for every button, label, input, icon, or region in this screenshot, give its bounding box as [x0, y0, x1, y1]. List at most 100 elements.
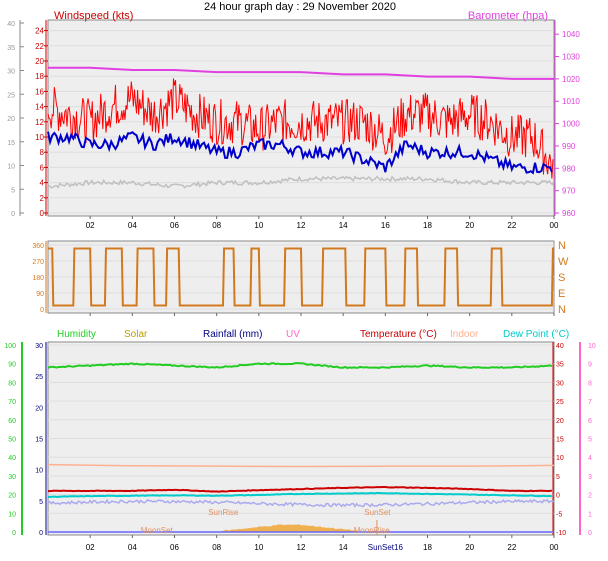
humidity-tick-label: 70: [8, 399, 16, 406]
legend-item: Rainfall (mm): [203, 329, 262, 340]
outer-tick-label: 35: [7, 45, 15, 52]
uv-tick-label: 4: [588, 455, 592, 462]
wind-tick-label: 22: [35, 42, 44, 51]
wind-tick-label: 0: [40, 209, 45, 218]
rain-tick-label: 0: [39, 530, 43, 537]
wind-x-tick-label: 08: [212, 221, 221, 230]
sunset-annotation: SunSet: [364, 508, 391, 517]
outer-tick-label: 10: [7, 164, 15, 171]
wind-x-tick-label: 04: [128, 221, 137, 230]
rain-tick-label: 25: [35, 374, 43, 381]
temp-tick-label: 0: [556, 493, 560, 500]
temp-tick-label: 20: [556, 418, 564, 425]
wind-x-tick-label: 16: [381, 221, 390, 230]
wind-tick-label: 24: [35, 27, 44, 36]
wind-x-tick-label: 00: [550, 221, 559, 230]
legend-item: Humidity: [57, 329, 96, 340]
temp-tick-label: 40: [556, 343, 564, 350]
outer-tick-label: 40: [7, 21, 15, 28]
outer-tick-label: 30: [7, 69, 15, 76]
wind-tick-label: 12: [35, 118, 44, 127]
humidity-tick-label: 100: [4, 343, 16, 350]
humidity-tick-label: 60: [8, 418, 16, 425]
temp-tick-label: 30: [556, 380, 564, 387]
wind-tick-label: 8: [40, 148, 45, 157]
dir-tick-label: 90: [36, 291, 44, 298]
temp-tick-label: 10: [556, 455, 564, 462]
outer-tick-label: 0: [11, 211, 15, 218]
rain-tick-label: 30: [35, 343, 43, 350]
baro-tick-label: 980: [562, 164, 576, 173]
wind-tick-label: 18: [35, 72, 44, 81]
legend-item: Temperature (°C): [360, 329, 437, 340]
humidity-tick-label: 10: [8, 511, 16, 518]
outer-tick-label: 5: [11, 187, 15, 194]
outer-tick-label: 20: [7, 116, 15, 123]
rain-tick-label: 15: [35, 437, 43, 444]
temp-tick-label: -10: [556, 530, 566, 537]
wind-x-tick-label: 12: [297, 221, 306, 230]
wind-tick-label: 10: [35, 133, 44, 142]
rain-tick-label: 20: [35, 405, 43, 412]
uv-tick-label: 7: [588, 399, 592, 406]
wind-tick-label: 4: [40, 179, 45, 188]
feel-line: [47, 498, 555, 508]
barometer-line: [48, 66, 554, 80]
uv-tick-label: 5: [588, 437, 592, 444]
dir-compass-label: N: [558, 304, 566, 316]
humidity-tick-label: 40: [8, 455, 16, 462]
humidity-tick-label: 50: [8, 437, 16, 444]
dir-compass-label: S: [558, 272, 565, 284]
climate-x-tick-label: 00: [550, 543, 559, 552]
dir-tick-label: 360: [32, 243, 44, 250]
temp-tick-label: 5: [556, 474, 560, 481]
indoor-line: [47, 463, 555, 468]
uv-tick-label: 6: [588, 418, 592, 425]
dir-compass-label: N: [558, 240, 566, 252]
outer-tick-label: 25: [7, 92, 15, 99]
dir-tick-label: 0: [40, 307, 44, 314]
climate-x-tick-label: 06: [170, 543, 179, 552]
moonrise-annotation: MoonRise: [354, 526, 391, 535]
wind-low-line: [47, 175, 555, 189]
wind-x-tick-label: 14: [339, 221, 348, 230]
dir-tick-label: 270: [32, 259, 44, 266]
moonset-annotation: MoonSet: [141, 526, 174, 535]
temperature-line: [47, 485, 553, 493]
wind-tick-label: 6: [40, 163, 45, 172]
solar-area: [216, 524, 365, 532]
legend-item: UV: [286, 329, 300, 340]
wind-x-tick-label: 10: [254, 221, 263, 230]
wind-gust-line: [47, 78, 554, 179]
baro-tick-label: 1020: [562, 75, 580, 84]
sunrise-annotation: SunRise: [208, 508, 239, 517]
direction-line: [48, 247, 554, 307]
barometer-label: Barometer (hpa): [468, 10, 548, 22]
humidity-tick-label: 0: [12, 530, 16, 537]
dir-compass-label: W: [558, 256, 569, 268]
baro-tick-label: 1030: [562, 53, 580, 62]
climate-x-tick-label: SunSet16: [368, 543, 404, 552]
dewpoint-line: [47, 491, 553, 498]
dir-tick-label: 180: [32, 275, 44, 282]
rain-tick-label: 5: [39, 499, 43, 506]
baro-tick-label: 990: [562, 142, 576, 151]
baro-tick-label: 960: [562, 209, 576, 218]
baro-tick-label: 1000: [562, 120, 580, 129]
baro-tick-label: 1010: [562, 97, 580, 106]
temp-tick-label: 35: [556, 362, 564, 369]
legend-item: Solar: [124, 329, 148, 340]
outer-tick-label: 15: [7, 140, 15, 147]
temp-tick-label: 25: [556, 399, 564, 406]
baro-tick-label: 1040: [562, 30, 580, 39]
climate-x-tick-label: 12: [297, 543, 306, 552]
wind-tick-label: 16: [35, 87, 44, 96]
humidity-line: [47, 362, 553, 370]
wind-x-tick-label: 20: [465, 221, 474, 230]
dir-compass-label: E: [558, 288, 565, 300]
wind-tick-label: 14: [35, 103, 44, 112]
climate-x-tick-label: 10: [254, 543, 263, 552]
wind-tick-label: 2: [40, 194, 45, 203]
wind-x-tick-label: 18: [423, 221, 432, 230]
